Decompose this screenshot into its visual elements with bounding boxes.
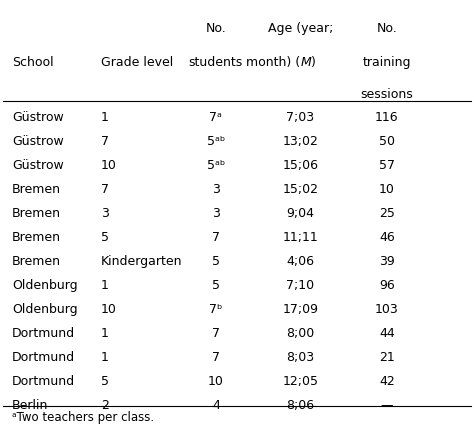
Text: 4: 4	[212, 399, 220, 412]
Text: Güstrow: Güstrow	[12, 159, 64, 172]
Text: —: —	[381, 399, 393, 412]
Text: Dortmund: Dortmund	[12, 351, 75, 364]
Text: 3: 3	[212, 183, 220, 196]
Text: 1: 1	[101, 279, 109, 292]
Text: 10: 10	[379, 183, 395, 196]
Text: Bremen: Bremen	[12, 255, 61, 268]
Text: 25: 25	[379, 207, 395, 220]
Text: 7ᵃ: 7ᵃ	[210, 111, 222, 124]
Text: 8;00: 8;00	[286, 327, 314, 340]
Text: training: training	[363, 56, 411, 69]
Text: 5: 5	[212, 255, 220, 268]
Text: 5ᵃᵇ: 5ᵃᵇ	[207, 159, 225, 172]
Text: 3: 3	[212, 207, 220, 220]
Text: 5ᵃᵇ: 5ᵃᵇ	[207, 135, 225, 148]
Text: 1: 1	[101, 327, 109, 340]
Text: students: students	[189, 56, 243, 69]
Text: 57: 57	[379, 159, 395, 172]
Text: 42: 42	[379, 375, 395, 388]
Text: 44: 44	[379, 327, 395, 340]
Text: 10: 10	[208, 375, 224, 388]
Text: 11;11: 11;11	[283, 231, 318, 244]
Text: Oldenburg: Oldenburg	[12, 279, 78, 292]
Text: 10: 10	[101, 303, 117, 316]
Text: 2: 2	[101, 399, 109, 412]
Text: 46: 46	[379, 231, 395, 244]
Text: 5: 5	[101, 231, 109, 244]
Text: 17;09: 17;09	[282, 303, 318, 316]
Text: Oldenburg: Oldenburg	[12, 303, 78, 316]
Text: ᵃTwo teachers per class.: ᵃTwo teachers per class.	[12, 411, 154, 424]
Text: 5: 5	[101, 375, 109, 388]
Text: Dortmund: Dortmund	[12, 327, 75, 340]
Text: School: School	[12, 56, 54, 69]
Text: 9;04: 9;04	[286, 207, 314, 220]
Text: sessions: sessions	[361, 89, 413, 102]
Text: 7: 7	[212, 327, 220, 340]
Text: 1: 1	[101, 111, 109, 124]
Text: Age (year;: Age (year;	[267, 22, 333, 35]
Text: 4;06: 4;06	[286, 255, 314, 268]
Text: Dortmund: Dortmund	[12, 375, 75, 388]
Text: month) (: month) (	[246, 56, 300, 69]
Text: 7: 7	[212, 231, 220, 244]
Text: 8;06: 8;06	[286, 399, 314, 412]
Text: Bremen: Bremen	[12, 183, 61, 196]
Text: 15;06: 15;06	[282, 159, 318, 172]
Text: Grade level: Grade level	[101, 56, 173, 69]
Text: 7;10: 7;10	[286, 279, 314, 292]
Text: Bremen: Bremen	[12, 231, 61, 244]
Text: 50: 50	[379, 135, 395, 148]
Text: 7ᵇ: 7ᵇ	[209, 303, 223, 316]
Text: 7: 7	[212, 351, 220, 364]
Text: 5: 5	[212, 279, 220, 292]
Text: 103: 103	[375, 303, 399, 316]
Text: 7: 7	[101, 135, 109, 148]
Text: No.: No.	[206, 22, 226, 35]
Text: M: M	[300, 56, 311, 69]
Text: Kindergarten: Kindergarten	[101, 255, 182, 268]
Text: ): )	[310, 56, 315, 69]
Text: Güstrow: Güstrow	[12, 135, 64, 148]
Text: Güstrow: Güstrow	[12, 111, 64, 124]
Text: 12;05: 12;05	[282, 375, 318, 388]
Text: 15;02: 15;02	[282, 183, 318, 196]
Text: 3: 3	[101, 207, 109, 220]
Text: No.: No.	[376, 22, 397, 35]
Text: 7;03: 7;03	[286, 111, 314, 124]
Text: 1: 1	[101, 351, 109, 364]
Text: Berlin: Berlin	[12, 399, 48, 412]
Text: 21: 21	[379, 351, 395, 364]
Text: Bremen: Bremen	[12, 207, 61, 220]
Text: 116: 116	[375, 111, 399, 124]
Text: 8;03: 8;03	[286, 351, 314, 364]
Text: 13;02: 13;02	[283, 135, 318, 148]
Text: 96: 96	[379, 279, 395, 292]
Text: 39: 39	[379, 255, 395, 268]
Text: 7: 7	[101, 183, 109, 196]
Text: 10: 10	[101, 159, 117, 172]
